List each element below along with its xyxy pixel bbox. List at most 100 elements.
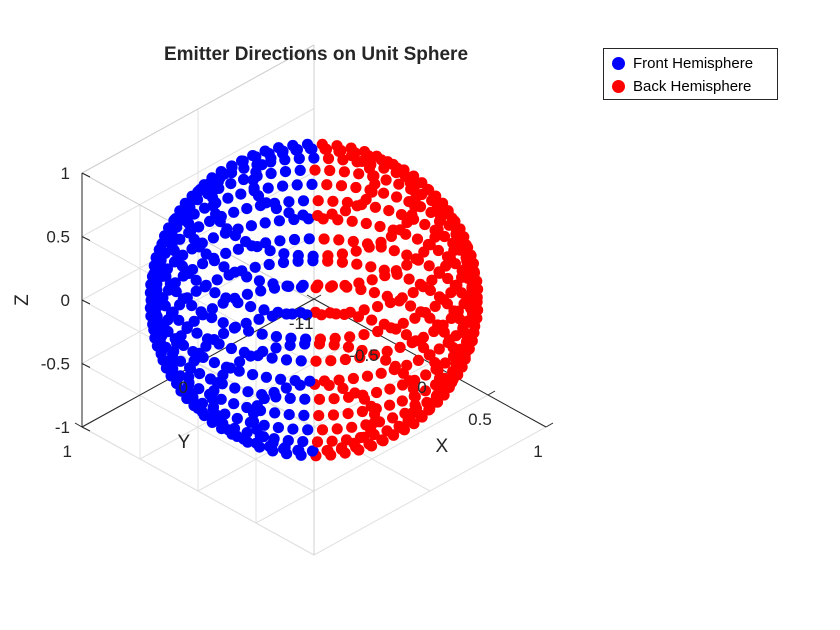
- data-point-front-hemisphere: [173, 314, 185, 326]
- data-point-front-hemisphere: [219, 408, 231, 420]
- data-point-back-hemisphere: [356, 155, 368, 167]
- data-point-back-hemisphere: [442, 272, 454, 285]
- data-point-front-hemisphere: [258, 419, 270, 431]
- data-point-back-hemisphere: [342, 341, 355, 353]
- data-point-front-hemisphere: [245, 220, 257, 232]
- data-point-front-hemisphere: [229, 382, 241, 394]
- x-tick-label: 0.5: [468, 410, 492, 429]
- data-point-back-hemisphere: [409, 374, 421, 386]
- data-point-front-hemisphere: [215, 393, 227, 405]
- data-point-back-hemisphere: [396, 395, 408, 407]
- legend-label-back: Back Hemisphere: [633, 77, 752, 95]
- data-point-back-hemisphere: [388, 364, 400, 376]
- data-point-back-hemisphere: [371, 150, 383, 162]
- data-point-back-hemisphere: [336, 248, 348, 260]
- grid-line: [81, 108, 315, 237]
- data-point-front-hemisphere: [256, 328, 268, 340]
- data-point-front-hemisphere: [247, 369, 259, 381]
- data-point-back-hemisphere: [335, 443, 348, 455]
- data-point-back-hemisphere: [318, 375, 331, 387]
- data-point-back-hemisphere: [388, 245, 400, 257]
- data-point-back-hemisphere: [388, 429, 400, 441]
- data-point-front-hemisphere: [275, 373, 287, 385]
- data-point-back-hemisphere: [418, 246, 430, 258]
- data-point-back-hemisphere: [358, 146, 371, 158]
- data-point-back-hemisphere: [432, 244, 444, 257]
- data-point-back-hemisphere: [314, 333, 326, 345]
- data-point-back-hemisphere: [419, 307, 432, 319]
- data-point-front-hemisphere: [284, 392, 296, 404]
- data-point-front-hemisphere: [263, 258, 275, 271]
- z-tick-label: 0.5: [46, 228, 70, 247]
- data-point-front-hemisphere: [167, 363, 179, 375]
- data-point-front-hemisphere: [181, 321, 193, 333]
- data-point-front-hemisphere: [249, 261, 261, 273]
- data-point-front-hemisphere: [192, 186, 204, 198]
- data-point-front-hemisphere: [254, 405, 267, 417]
- data-point-back-hemisphere: [439, 383, 451, 396]
- data-point-front-hemisphere: [256, 159, 268, 171]
- data-point-back-hemisphere: [358, 329, 370, 341]
- data-point-front-hemisphere: [272, 422, 284, 434]
- data-point-back-hemisphere: [372, 325, 384, 338]
- data-point-back-hemisphere: [373, 416, 386, 428]
- data-point-front-hemisphere: [155, 246, 167, 258]
- data-point-front-hemisphere: [276, 147, 289, 159]
- data-point-back-hemisphere: [372, 301, 384, 313]
- data-point-back-hemisphere: [429, 379, 442, 391]
- data-point-back-hemisphere: [403, 273, 415, 285]
- data-point-back-hemisphere: [321, 445, 333, 457]
- data-point-back-hemisphere: [409, 312, 421, 324]
- data-point-front-hemisphere: [277, 256, 290, 269]
- data-point-front-hemisphere: [241, 401, 253, 414]
- data-point-front-hemisphere: [265, 167, 277, 180]
- data-point-front-hemisphere: [288, 233, 301, 246]
- data-point-back-hemisphere: [438, 294, 450, 306]
- data-point-back-hemisphere: [442, 337, 454, 349]
- data-point-back-hemisphere: [370, 403, 382, 415]
- data-point-front-hemisphere: [270, 202, 282, 215]
- data-point-back-hemisphere: [351, 200, 363, 212]
- data-point-front-hemisphere: [201, 333, 214, 345]
- data-point-front-hemisphere: [183, 267, 195, 279]
- data-point-back-hemisphere: [378, 187, 390, 199]
- data-point-back-hemisphere: [423, 260, 435, 272]
- data-point-front-hemisphere: [290, 144, 302, 156]
- data-point-back-hemisphere: [467, 257, 479, 270]
- legend-marker-front: [612, 56, 625, 70]
- data-point-back-hemisphere: [471, 291, 483, 303]
- data-point-back-hemisphere: [337, 154, 349, 166]
- data-point-front-hemisphere: [184, 362, 196, 374]
- data-point-front-hemisphere: [241, 203, 253, 215]
- data-point-back-hemisphere: [369, 178, 381, 190]
- data-point-back-hemisphere: [313, 393, 326, 405]
- data-point-front-hemisphere: [293, 152, 305, 165]
- data-point-back-hemisphere: [399, 407, 411, 419]
- data-point-front-hemisphere: [193, 241, 205, 253]
- data-point-front-hemisphere: [301, 309, 313, 321]
- x-tick-label: 0: [417, 378, 426, 397]
- data-point-back-hemisphere: [468, 274, 480, 286]
- data-point-back-hemisphere: [333, 145, 345, 157]
- data-point-back-hemisphere: [333, 374, 345, 386]
- data-point-back-hemisphere: [428, 325, 440, 338]
- data-point-front-hemisphere: [295, 355, 307, 367]
- data-point-back-hemisphere: [447, 350, 460, 362]
- data-point-back-hemisphere: [397, 317, 409, 329]
- z-axis-label: Z: [12, 294, 33, 306]
- data-point-back-hemisphere: [409, 193, 421, 205]
- data-point-front-hemisphere: [221, 223, 233, 235]
- data-point-front-hemisphere: [148, 268, 160, 280]
- data-point-back-hemisphere: [363, 241, 375, 253]
- data-point-back-hemisphere: [357, 389, 369, 401]
- data-point-back-hemisphere: [407, 287, 419, 299]
- data-point-back-hemisphere: [325, 281, 337, 293]
- data-point-back-hemisphere: [344, 306, 356, 318]
- data-point-front-hemisphere: [262, 182, 274, 194]
- data-point-front-hemisphere: [196, 406, 209, 418]
- data-point-front-hemisphere: [238, 173, 250, 186]
- data-point-back-hemisphere: [327, 409, 340, 421]
- data-point-back-hemisphere: [368, 287, 380, 299]
- data-point-front-hemisphere: [190, 285, 202, 297]
- data-point-front-hemisphere: [220, 292, 232, 304]
